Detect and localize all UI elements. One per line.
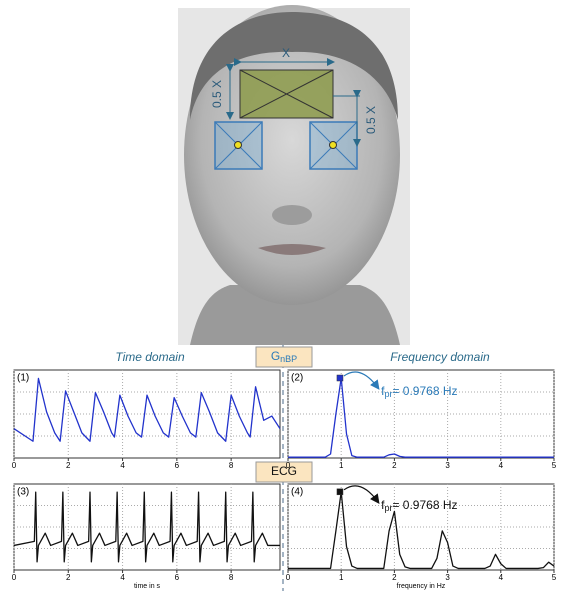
panel-label: (4) xyxy=(291,487,303,498)
annotation-text: = 0.9768 Hz xyxy=(392,384,457,398)
x-tick-label: 1 xyxy=(339,573,344,582)
x-tick-label: 4 xyxy=(120,461,125,470)
annotation-text: = 0.9768 Hz xyxy=(392,498,457,512)
peak-marker xyxy=(337,489,343,495)
panel-label: (3) xyxy=(17,487,29,498)
signal-label: ECG xyxy=(271,464,297,478)
eye-center xyxy=(235,142,242,149)
x-axis-label: frequency in Hz xyxy=(397,583,446,590)
figure: X 0.5 X 0.5 X Time domain Frequency doma… xyxy=(0,0,561,591)
height-label: 0.5 X xyxy=(210,80,224,108)
annotation: fpr= 0.9768 Hz xyxy=(381,498,457,513)
frequency-header: Frequency domain xyxy=(390,350,490,364)
x-tick-label: 2 xyxy=(392,573,397,582)
width-label: X xyxy=(282,46,290,60)
panel-label: (2) xyxy=(291,373,303,384)
x-tick-label: 6 xyxy=(175,573,180,582)
annotation-subscript: pr xyxy=(384,389,392,399)
face-photo xyxy=(178,5,410,345)
x-tick-label: 0 xyxy=(12,573,17,582)
x-tick-label: 1 xyxy=(339,461,344,470)
x-tick-label: 3 xyxy=(445,461,450,470)
x-tick-label: 4 xyxy=(499,461,504,470)
x-tick-label: 8 xyxy=(229,461,234,470)
time-header: Time domain xyxy=(115,350,185,364)
x-axis-label: time in s xyxy=(134,583,161,590)
x-tick-label: 8 xyxy=(229,573,234,582)
peak-marker xyxy=(337,375,343,381)
annotation: fpr= 0.9768 Hz xyxy=(381,384,457,399)
nose xyxy=(272,205,312,225)
annotation-subscript: pr xyxy=(384,503,392,513)
x-tick-label: 2 xyxy=(66,573,71,582)
x-tick-label: 0 xyxy=(286,573,291,582)
panel-label: (1) xyxy=(17,373,29,384)
x-tick-label: 3 xyxy=(445,573,450,582)
x-tick-label: 5 xyxy=(552,573,557,582)
x-tick-label: 0 xyxy=(286,461,291,470)
x-tick-label: 0 xyxy=(12,461,17,470)
x-tick-label: 6 xyxy=(175,461,180,470)
x-tick-label: 2 xyxy=(66,461,71,470)
eye-center xyxy=(330,142,337,149)
x-tick-label: 5 xyxy=(552,461,557,470)
x-tick-label: 4 xyxy=(120,573,125,582)
offset-label: 0.5 X xyxy=(364,106,378,134)
x-tick-label: 2 xyxy=(392,461,397,470)
x-tick-label: 4 xyxy=(499,573,504,582)
